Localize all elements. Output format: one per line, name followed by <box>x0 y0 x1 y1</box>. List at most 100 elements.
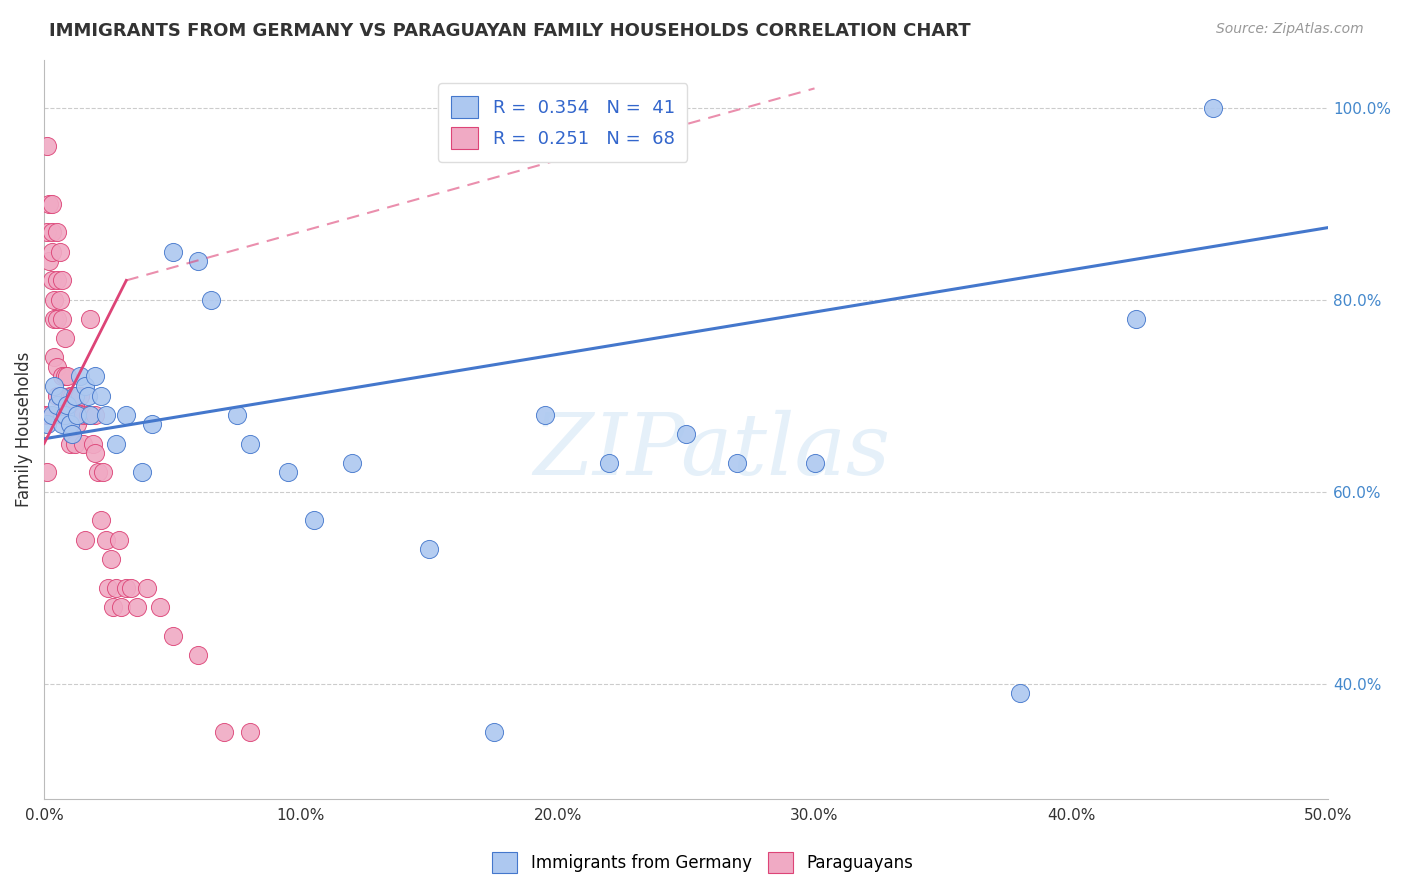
Point <box>41 408 63 422</box>
Point <box>48 388 70 402</box>
Point <box>187 254 209 268</box>
Point <box>162 244 184 259</box>
Point <box>35 466 58 480</box>
Point <box>48 244 70 259</box>
Point <box>238 436 260 450</box>
Point <box>131 466 153 480</box>
Point <box>1201 101 1223 115</box>
Point <box>46 311 69 326</box>
Point <box>103 599 125 614</box>
Point <box>149 599 172 614</box>
Point <box>46 273 69 287</box>
Point <box>84 408 107 422</box>
Point <box>91 466 114 480</box>
Point <box>53 369 76 384</box>
Point <box>32 408 55 422</box>
Point <box>212 724 235 739</box>
Point <box>76 408 98 422</box>
Point <box>120 581 142 595</box>
Point <box>94 533 117 547</box>
Point <box>803 456 825 470</box>
Point <box>105 581 128 595</box>
Point <box>482 724 505 739</box>
Point <box>38 196 60 211</box>
Point <box>90 513 112 527</box>
Point <box>72 436 94 450</box>
Point <box>56 398 79 412</box>
Point <box>51 311 73 326</box>
Point <box>75 379 97 393</box>
Point <box>35 139 58 153</box>
Point <box>44 350 66 364</box>
Point <box>63 436 86 450</box>
Point <box>44 293 66 307</box>
Point <box>51 408 73 422</box>
Point <box>41 244 63 259</box>
Point <box>48 293 70 307</box>
Point <box>342 456 364 470</box>
Point <box>38 408 60 422</box>
Point <box>66 408 89 422</box>
Point <box>69 369 91 384</box>
Point <box>63 388 86 402</box>
Point <box>79 311 101 326</box>
Point <box>59 388 82 402</box>
Point <box>59 436 82 450</box>
Point <box>84 446 107 460</box>
Point <box>76 388 98 402</box>
Point <box>97 581 120 595</box>
Point <box>48 388 70 402</box>
Point <box>69 388 91 402</box>
Y-axis label: Family Households: Family Households <box>15 351 32 507</box>
Point <box>35 226 58 240</box>
Point <box>225 408 247 422</box>
Point <box>141 417 163 432</box>
Point <box>46 398 69 412</box>
Point <box>53 408 76 422</box>
Point <box>46 388 69 402</box>
Point <box>51 273 73 287</box>
Point <box>94 408 117 422</box>
Point <box>56 408 79 422</box>
Point <box>60 388 83 402</box>
Point <box>66 417 89 432</box>
Point <box>675 427 697 442</box>
Point <box>59 417 82 432</box>
Point <box>72 408 94 422</box>
Point <box>51 369 73 384</box>
Point <box>187 648 209 662</box>
Point <box>59 408 82 422</box>
Point <box>41 196 63 211</box>
Point <box>46 359 69 374</box>
Point <box>53 408 76 422</box>
Point <box>418 542 440 557</box>
Legend: R =  0.354   N =  41, R =  0.251   N =  68: R = 0.354 N = 41, R = 0.251 N = 68 <box>439 84 688 161</box>
Point <box>44 379 66 393</box>
Point <box>79 408 101 422</box>
Point <box>66 388 89 402</box>
Point <box>534 408 557 422</box>
Point <box>63 398 86 412</box>
Point <box>82 436 104 450</box>
Point <box>60 427 83 442</box>
Point <box>41 273 63 287</box>
Text: IMMIGRANTS FROM GERMANY VS PARAGUAYAN FAMILY HOUSEHOLDS CORRELATION CHART: IMMIGRANTS FROM GERMANY VS PARAGUAYAN FA… <box>49 22 970 40</box>
Point <box>41 226 63 240</box>
Point <box>135 581 157 595</box>
Point <box>84 369 107 384</box>
Point <box>1125 311 1147 326</box>
Point <box>56 369 79 384</box>
Text: Source: ZipAtlas.com: Source: ZipAtlas.com <box>1216 22 1364 37</box>
Point <box>598 456 620 470</box>
Point <box>44 311 66 326</box>
Point <box>277 466 299 480</box>
Point <box>100 551 122 566</box>
Point <box>238 724 260 739</box>
Point <box>75 533 97 547</box>
Point <box>302 513 325 527</box>
Point <box>35 417 58 432</box>
Point <box>115 581 138 595</box>
Legend: Immigrants from Germany, Paraguayans: Immigrants from Germany, Paraguayans <box>485 846 921 880</box>
Point <box>115 408 138 422</box>
Point <box>90 388 112 402</box>
